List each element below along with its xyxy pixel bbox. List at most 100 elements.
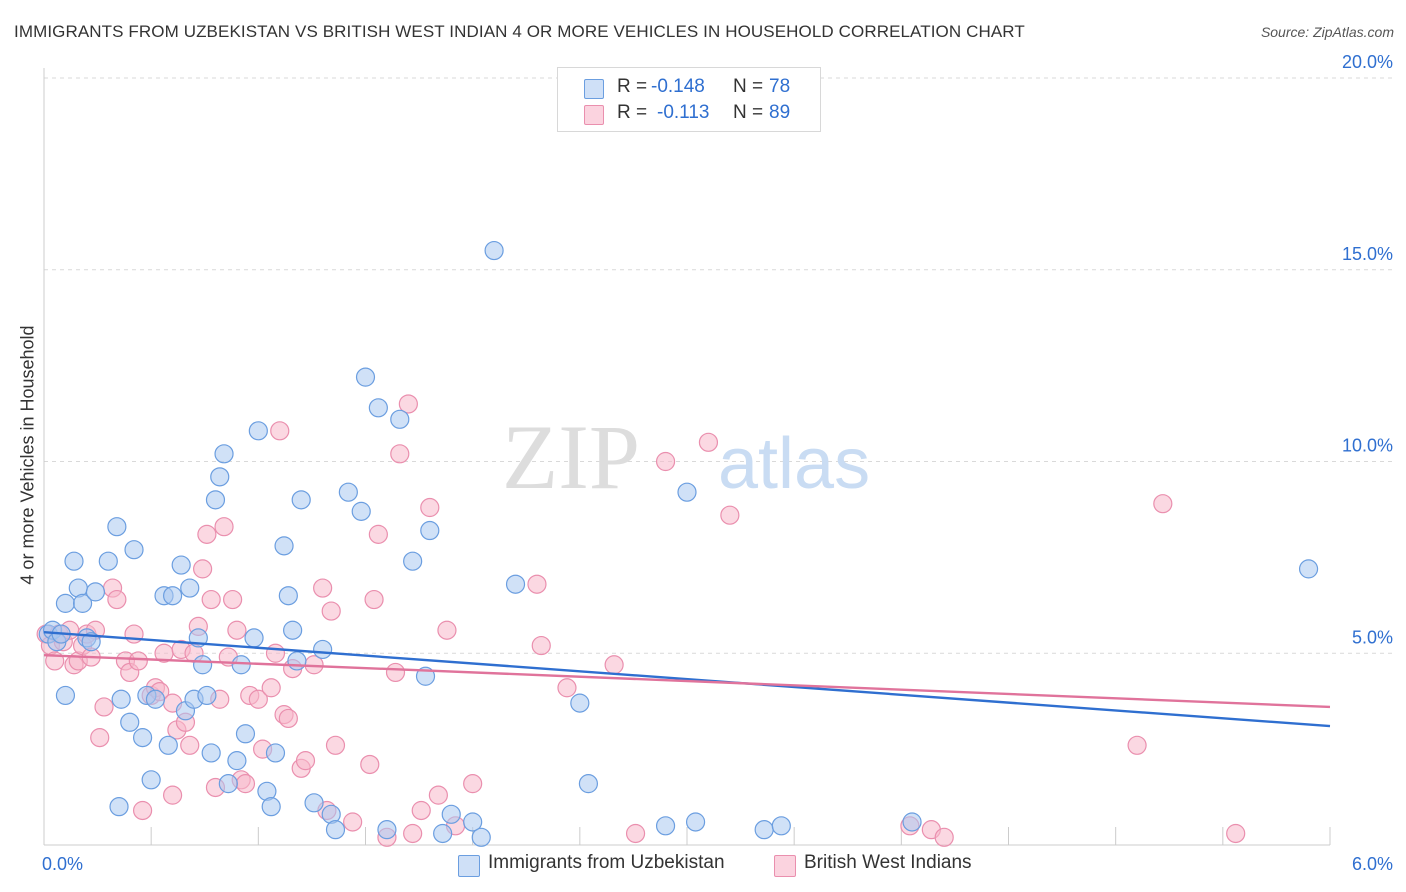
- british-west-indian-point: [1127, 735, 1147, 755]
- x-tick-label: 6.0%: [1352, 854, 1393, 874]
- british-west-indian-point: [398, 394, 418, 414]
- british-west-indian-point: [655, 451, 676, 472]
- uzbekistan-point: [214, 444, 234, 464]
- uzbekistan-point: [403, 551, 423, 571]
- british-west-indian-point: [201, 589, 221, 610]
- british-west-indian-point: [604, 655, 624, 675]
- uzbekistan-point: [85, 582, 106, 602]
- uzbekistan-point: [158, 735, 178, 755]
- y-tick-label: 20.0%: [1342, 52, 1393, 72]
- uzbekistan-point: [193, 655, 213, 675]
- uzbekistan-point: [441, 804, 461, 824]
- british-west-indian-point: [390, 444, 410, 464]
- grid-lines: [44, 77, 1392, 654]
- uzbekistan-point: [287, 651, 307, 671]
- uzbekistan-point: [109, 797, 129, 817]
- uzbekistan-point: [124, 540, 144, 560]
- y-tick-label: 5.0%: [1352, 627, 1393, 647]
- british-west-indian-point: [325, 735, 346, 755]
- british-west-indian-point: [385, 662, 406, 683]
- uzbekistan-point: [278, 586, 298, 606]
- british-west-indian-point: [360, 754, 380, 775]
- uzbekistan-point: [420, 520, 440, 541]
- british-west-indian-point: [403, 823, 423, 844]
- uzbekistan-point: [132, 728, 153, 748]
- y-tick-label: 15.0%: [1342, 244, 1393, 264]
- trend-lines: [43, 630, 1331, 728]
- british-west-indian-point: [934, 827, 954, 847]
- uzbekistan-point: [64, 551, 84, 571]
- uzbekistan-point: [274, 536, 294, 556]
- british-west-indian-point: [313, 578, 333, 598]
- british-west-indian-point: [261, 678, 281, 698]
- legend-n-value: 78: [769, 76, 791, 97]
- uzbekistan-point: [484, 240, 504, 261]
- legend-r-value: -0.113: [657, 102, 710, 123]
- uzbekistan-point: [368, 398, 388, 418]
- watermark-zip: ZIP: [502, 406, 640, 508]
- uzbekistan-point: [463, 812, 483, 832]
- british-west-indian-trend-line: [43, 653, 1331, 709]
- legend-r-label: R =: [617, 76, 648, 97]
- uzbekistan-point: [81, 632, 101, 652]
- uzbekistan-point: [180, 578, 200, 598]
- british-west-indian-point: [223, 589, 243, 610]
- uzbekistan-point: [471, 827, 491, 847]
- uzbekistan-point: [771, 816, 791, 836]
- uzbekistan-point: [377, 820, 397, 840]
- uzbekistan-point: [570, 693, 590, 713]
- uzbekistan-point: [433, 823, 453, 844]
- y-axis-label: 4 or more Vehicles in Household: [17, 325, 38, 585]
- uzbekistan-point: [210, 467, 230, 487]
- uzbekistan-point: [201, 743, 221, 763]
- british-west-indian-point: [197, 524, 217, 544]
- british-west-indian-point: [437, 620, 457, 640]
- uzbekistan-point: [244, 628, 264, 648]
- uzbekistan-point: [655, 816, 676, 836]
- legend-swatch-blue: [584, 79, 604, 99]
- uzbekistan-point: [145, 689, 166, 709]
- british-west-indian-point: [463, 774, 483, 794]
- uzbekistan-point: [355, 367, 376, 387]
- uzbekistan-point: [197, 685, 217, 706]
- british-west-indian-point: [235, 774, 256, 794]
- british-west-indian-point: [90, 728, 110, 748]
- data-points: [36, 240, 1319, 847]
- uzbekistan-point: [754, 820, 774, 840]
- uzbekistan-point: [283, 620, 303, 640]
- british-west-indian-point: [343, 812, 363, 832]
- british-west-indian-point: [1153, 494, 1173, 514]
- uzbekistan-point: [231, 655, 251, 675]
- uzbekistan-point: [55, 593, 76, 613]
- uzbekistan-point: [171, 555, 191, 575]
- tick-labels: 5.0% 10.0% 15.0% 20.0% 0.0% 6.0%: [42, 52, 1393, 874]
- british-west-indian-point: [128, 651, 148, 671]
- british-west-indian-point: [132, 800, 153, 821]
- british-west-indian-point: [248, 689, 268, 709]
- uzbekistan-point: [248, 421, 268, 441]
- british-west-indian-point: [180, 735, 200, 755]
- bottom-legend-swatch-blue: [458, 855, 480, 877]
- uzbekistan-point: [325, 820, 346, 840]
- uzbekistan-point: [304, 793, 324, 813]
- british-west-indian-point: [227, 620, 247, 640]
- british-west-indian-point: [364, 589, 384, 610]
- uzbekistan-point: [235, 724, 256, 744]
- legend-r-value: -0.148: [651, 76, 705, 97]
- chart-title: IMMIGRANTS FROM UZBEKISTAN VS BRITISH WE…: [14, 22, 1025, 41]
- british-west-indian-point: [278, 708, 298, 729]
- legend-n-label: N =: [733, 76, 764, 97]
- british-west-indian-point: [527, 574, 547, 594]
- british-west-indian-point: [94, 697, 114, 717]
- uzbekistan-point: [205, 490, 226, 510]
- uzbekistan-point: [1298, 559, 1319, 579]
- x-tick-label: 0.0%: [42, 854, 83, 874]
- legend-n-label: N =: [733, 102, 764, 123]
- uzbekistan-point: [291, 490, 311, 510]
- british-west-indian-point: [531, 635, 551, 656]
- uzbekistan-point: [265, 743, 286, 763]
- british-west-indian-point: [557, 678, 577, 698]
- british-west-indian-point: [698, 432, 719, 452]
- british-west-indian-point: [420, 497, 440, 518]
